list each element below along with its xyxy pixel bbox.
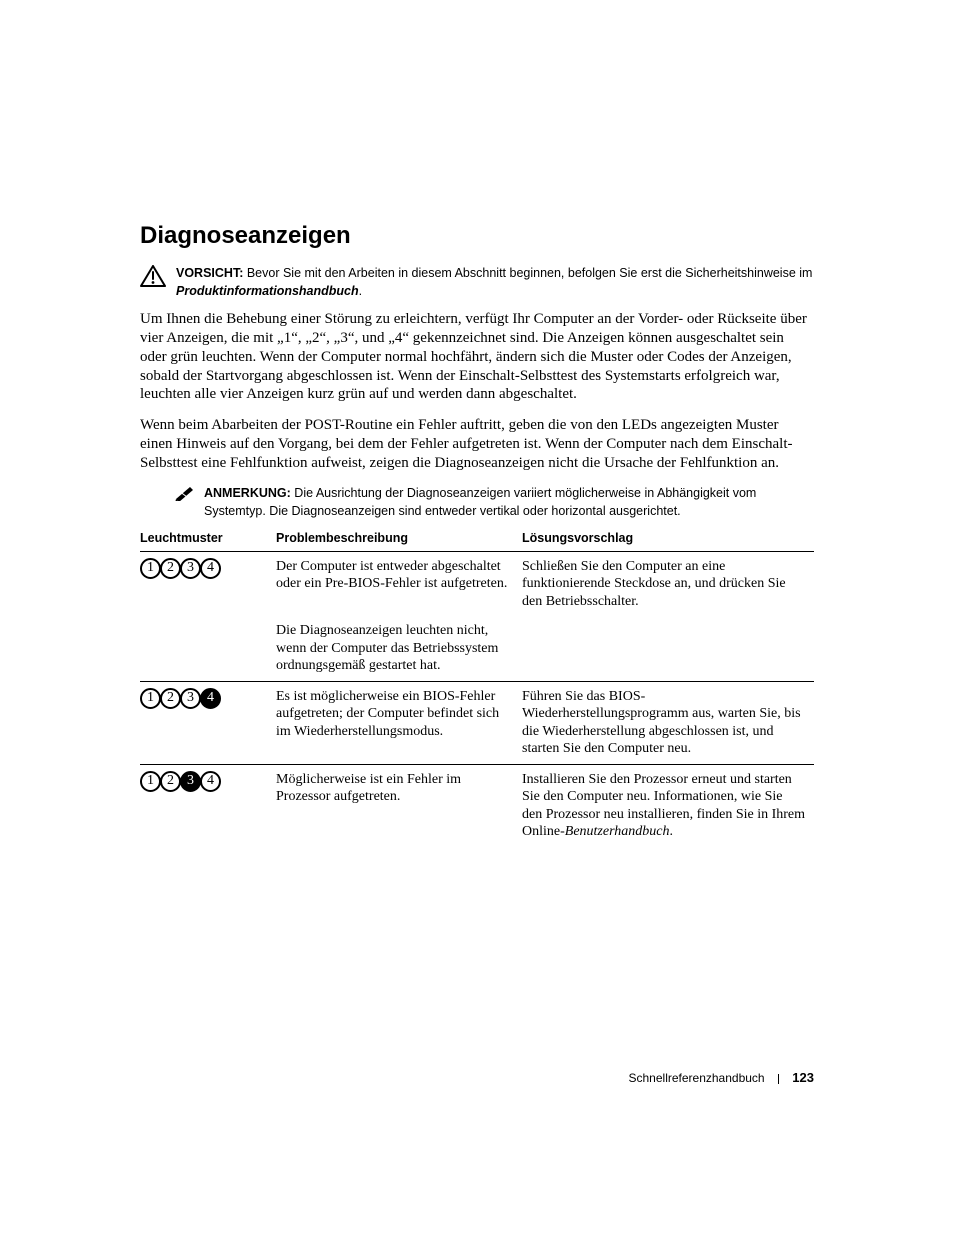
footer-title: Schnellreferenzhandbuch (629, 1071, 765, 1085)
footer: Schnellreferenzhandbuch 123 (629, 1070, 815, 1085)
solution: Schließen Sie den Computer an eine funkt… (522, 551, 814, 616)
paragraph-2: Wenn beim Abarbeiten der POST-Routine ei… (140, 416, 814, 472)
solution: Installieren Sie den Prozessor erneut un… (522, 764, 814, 847)
led-4-on: 4 (200, 688, 221, 709)
led-1-off: 1 (140, 771, 161, 792)
led-2-off: 2 (160, 771, 181, 792)
diagnostics-table: Leuchtmuster Problembeschreibung Lösungs… (140, 531, 814, 847)
led-2-off: 2 (160, 688, 181, 709)
page-title: Diagnoseanzeigen (140, 222, 814, 250)
note-lead: ANMERKUNG: (204, 486, 291, 500)
caution-callout: VORSICHT: Bevor Sie mit den Arbeiten in … (140, 264, 814, 300)
col-header-desc: Problembeschreibung (276, 531, 522, 552)
led-pattern: 1234 (140, 681, 276, 764)
caution-text: VORSICHT: Bevor Sie mit den Arbeiten in … (176, 264, 814, 300)
note-icon (174, 485, 194, 506)
warning-icon (140, 265, 166, 292)
note-callout: ANMERKUNG: Die Ausrichtung der Diagnosea… (140, 484, 814, 520)
table-row: 1234Möglicherweise ist ein Fehler im Pro… (140, 764, 814, 847)
table-row: 1234Der Computer ist entweder abgeschalt… (140, 551, 814, 616)
paragraph-1: Um Ihnen die Behebung einer Störung zu e… (140, 310, 814, 404)
page: Diagnoseanzeigen VORSICHT: Bevor Sie mit… (0, 0, 954, 1235)
caution-tail: . (359, 284, 362, 298)
led-pattern: 1234 (140, 551, 276, 616)
problem-description: Möglicherweise ist ein Fehler im Prozess… (276, 764, 522, 847)
caution-emph: Produktinformationshandbuch (176, 284, 359, 298)
problem-description-extra: Die Diagnoseanzeigen leuchten nicht, wen… (276, 616, 522, 681)
solution: Führen Sie das BIOS-Wiederherstellungspr… (522, 681, 814, 764)
footer-page-number: 123 (792, 1070, 814, 1085)
led-3-on: 3 (180, 771, 201, 792)
footer-separator (778, 1074, 779, 1084)
problem-description: Es ist möglicherweise ein BIOS-Fehler au… (276, 681, 522, 764)
caution-lead: VORSICHT: (176, 266, 243, 280)
led-4-off: 4 (200, 771, 221, 792)
led-3-off: 3 (180, 558, 201, 579)
solution-empty (522, 616, 814, 681)
note-text: ANMERKUNG: Die Ausrichtung der Diagnosea… (204, 484, 814, 520)
led-1-off: 1 (140, 688, 161, 709)
table-row: 1234Es ist möglicherweise ein BIOS-Fehle… (140, 681, 814, 764)
led-4-off: 4 (200, 558, 221, 579)
col-header-pattern: Leuchtmuster (140, 531, 276, 552)
led-2-off: 2 (160, 558, 181, 579)
caution-body: Bevor Sie mit den Arbeiten in diesem Abs… (243, 266, 812, 280)
led-1-off: 1 (140, 558, 161, 579)
col-header-solution: Lösungsvorschlag (522, 531, 814, 552)
table-row: Die Diagnoseanzeigen leuchten nicht, wen… (140, 616, 814, 681)
problem-description: Der Computer ist entweder abgeschaltet o… (276, 551, 522, 616)
led-pattern: 1234 (140, 764, 276, 847)
led-pattern-empty (140, 616, 276, 681)
led-3-off: 3 (180, 688, 201, 709)
